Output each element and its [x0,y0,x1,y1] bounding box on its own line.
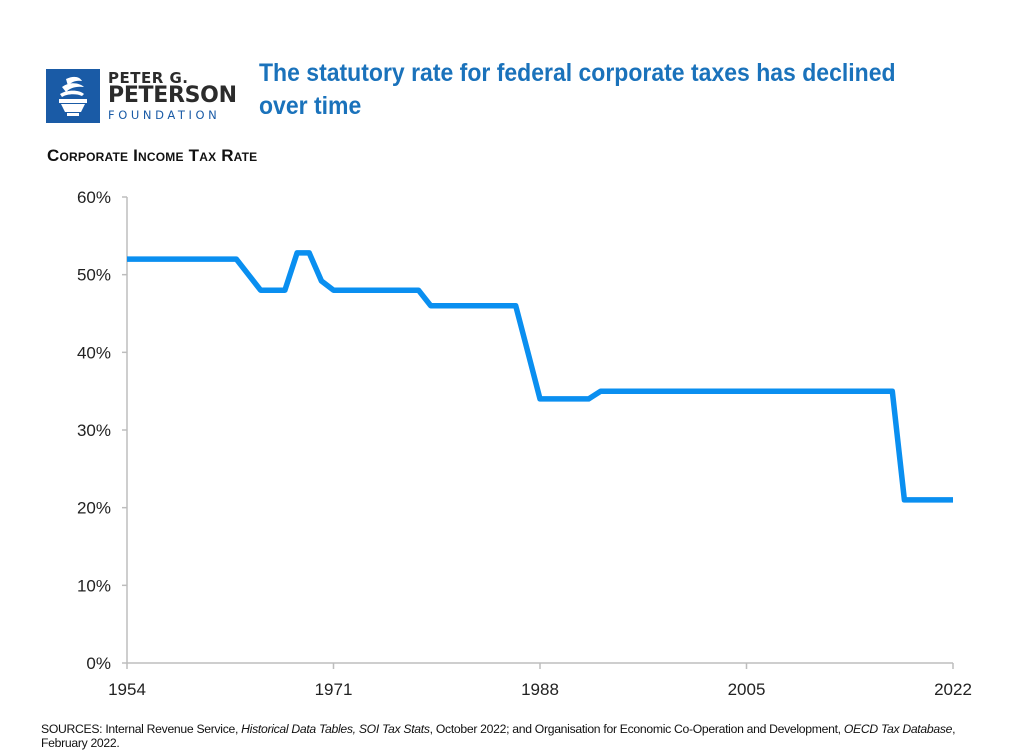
x-tick-label: 1954 [108,680,146,699]
logo-text-line1: PETER G. [108,69,189,87]
logo-text-line2: PETERSON [108,83,237,108]
x-axis: 1954 1971 1988 2005 2022 [108,662,972,699]
x-tick-label: 1988 [521,680,559,699]
sources-suffix: , February 2022. [41,722,956,750]
chart-headline: The statutory rate for federal corporate… [259,59,896,120]
x-tick-label: 1971 [315,680,353,699]
sources-prefix: SOURCES: Internal Revenue Service, [41,722,242,736]
line-chart: 0% 10% 20% 30% 40% 50% 60% 1954 1971 1988 2005 202… [77,188,972,699]
peterson-foundation-logo: PETER G. PETERSON FOUNDATION [46,69,238,125]
sources-note: SOURCES: Internal Revenue Service, Histo… [41,722,1001,750]
y-tick-label: 0% [86,654,111,673]
sources-mid: , October 2022; and Organisation for Eco… [429,722,844,736]
y-tick-label: 60% [77,188,111,207]
torch-icon [46,69,100,123]
series-line [127,250,953,503]
x-tick-label: 2005 [728,680,766,699]
sources-italic-2: OECD Tax Database [843,722,953,736]
y-tick-label: 40% [77,343,111,362]
sources-italic-1: Historical Data Tables, SOI Tax Stats [241,722,430,736]
y-tick-label: 20% [77,499,111,518]
y-axis: 0% 10% 20% 30% 40% 50% 60% [77,188,128,673]
y-tick-label: 50% [77,266,111,285]
chart-title: Corporate Income Tax Rate [47,146,258,165]
y-tick-label: 30% [77,421,111,440]
logo-text-line3: FOUNDATION [108,108,221,122]
x-tick-label: 2022 [934,680,972,699]
y-tick-label: 10% [77,576,111,595]
series-layer [127,250,953,503]
